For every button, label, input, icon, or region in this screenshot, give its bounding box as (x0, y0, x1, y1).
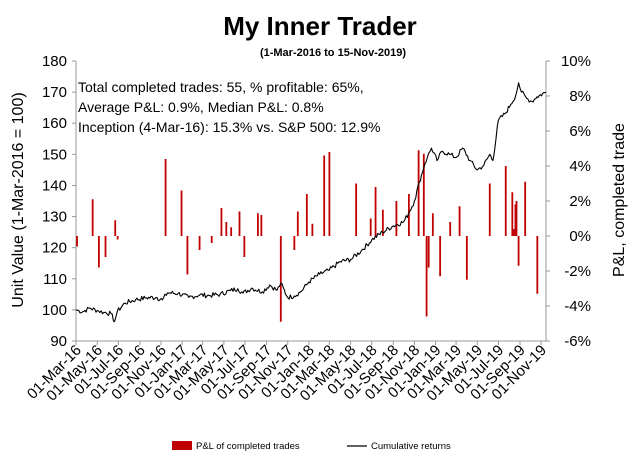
pnl-bar (91, 199, 94, 236)
pnl-bar (180, 190, 183, 236)
left-tick-label: 170 (42, 84, 67, 101)
right-tick-label: -4% (564, 298, 591, 315)
left-tick-label: 130 (42, 209, 67, 226)
legend: P&L of completed trades Cumulative retur… (172, 441, 451, 452)
pnl-bar (243, 236, 246, 257)
pnl-bar (381, 209, 384, 236)
pnl-bar (210, 236, 213, 243)
legend-bar-swatch (172, 441, 192, 450)
pnl-bar (114, 220, 117, 236)
left-tick-label: 110 (43, 271, 67, 288)
pnl-bar (449, 222, 452, 236)
legend-line-label: Cumulative returns (371, 441, 451, 452)
annotation-line-1: Total completed trades: 55, % profitable… (78, 79, 364, 95)
pnl-bar (76, 236, 78, 247)
chart-title: My Inner Trader (223, 11, 417, 41)
pnl-bar (238, 211, 241, 236)
left-axis-label: Unit Value (1-Mar-2016 = 100) (10, 92, 27, 307)
left-tick-label: 180 (42, 53, 67, 70)
cumulative-returns-line (75, 82, 547, 323)
pnl-bar (198, 236, 201, 250)
left-tick-label: 150 (42, 146, 67, 163)
pnl-bar (296, 211, 299, 236)
left-axis-ticks: 90 100 110 120 130 140 150 160 170 180 (42, 53, 76, 350)
pnl-bar (98, 236, 100, 268)
pnl-bar (515, 201, 518, 236)
left-tick-label: 100 (42, 302, 67, 319)
pnl-bar (116, 236, 119, 240)
pnl-bar (524, 181, 527, 236)
pnl-bar (407, 194, 410, 236)
right-tick-label: 6% (569, 123, 591, 140)
pnl-bar (517, 236, 520, 266)
pnl-bar (422, 153, 425, 236)
left-tick-label: 160 (42, 115, 67, 132)
pnl-bar (431, 213, 434, 236)
right-tick-label: 4% (569, 158, 591, 175)
pnl-bar (536, 236, 539, 294)
pnl-bar (427, 236, 430, 268)
right-axis-ticks: -6% -4% -2% 0% 2% 4% 6% 8% 10% (546, 53, 591, 350)
pnl-bar (311, 223, 314, 236)
pnl-bar (260, 215, 263, 236)
pnl-bar (425, 236, 428, 317)
pnl-bar (104, 236, 107, 257)
x-axis-ticks: 01-Mar-1601-May-1601-Jul-1601-Sep-1601-N… (24, 341, 550, 405)
left-tick-label: 90 (50, 333, 67, 350)
pnl-bar (488, 183, 491, 236)
pnl-bar (230, 227, 233, 236)
legend-bar-label: P&L of completed trades (196, 441, 300, 452)
pnl-bar (323, 155, 326, 236)
pnl-bar (164, 159, 167, 236)
chart-subtitle: (1-Mar-2016 to 15-Nov-2019) (260, 47, 406, 59)
pnl-bar (186, 236, 189, 275)
right-tick-label: -2% (564, 263, 591, 280)
pnl-bars (76, 150, 539, 322)
annotation-line-3: Inception (4-Mar-16): 15.3% vs. S&P 500:… (78, 119, 380, 135)
pnl-bar (511, 192, 514, 236)
pnl-bar (279, 236, 282, 322)
left-tick-label: 120 (42, 240, 67, 257)
pnl-bar (369, 218, 372, 236)
pnl-bar (417, 150, 420, 236)
pnl-bar (256, 213, 259, 236)
right-tick-label: 0% (569, 228, 591, 245)
pnl-bar (504, 166, 507, 236)
right-tick-label: -6% (564, 333, 591, 350)
annotation-box: Total completed trades: 55, % profitable… (78, 79, 380, 135)
pnl-bar (293, 236, 296, 250)
left-tick-label: 140 (42, 177, 67, 194)
pnl-bar (225, 222, 228, 236)
right-tick-label: 8% (569, 88, 591, 105)
pnl-bar (374, 187, 377, 236)
pnl-bar (465, 236, 468, 280)
pnl-bar (355, 183, 358, 236)
pnl-bar (328, 152, 331, 236)
right-axis-label: P&L, completed trade (611, 123, 628, 277)
pnl-bar (395, 201, 398, 236)
pnl-bar (305, 194, 308, 236)
pnl-bar (512, 229, 515, 236)
cumulative-returns-line-group (75, 82, 547, 323)
pnl-bar (220, 208, 223, 236)
pnl-bar (439, 236, 442, 277)
pnl-bar (514, 204, 517, 236)
annotation-line-2: Average P&L: 0.9%, Median P&L: 0.8% (78, 99, 324, 115)
pnl-bar (458, 206, 461, 236)
right-tick-label: 10% (561, 53, 591, 70)
right-tick-label: 2% (569, 193, 591, 210)
